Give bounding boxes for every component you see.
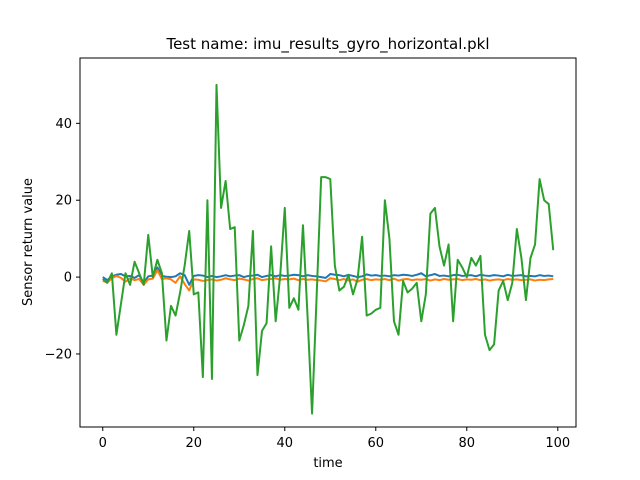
series-line-3 xyxy=(102,83,555,415)
x-axis-label: time xyxy=(313,456,342,471)
y-tick-label: −20 xyxy=(45,347,72,362)
x-tick-label: 40 xyxy=(276,436,293,451)
x-tick-label: 100 xyxy=(545,436,570,451)
plot-frame xyxy=(79,57,577,428)
y-tick-label: 20 xyxy=(55,194,72,209)
x-axis: 0 20 40 60 80 100 xyxy=(99,427,570,451)
y-axis-label: Sensor return value xyxy=(21,178,36,306)
y-axis: −20 0 20 40 xyxy=(45,117,80,362)
chart-title: Test name: imu_results_gyro_horizontal.p… xyxy=(165,35,489,54)
x-tick-label: 20 xyxy=(185,436,202,451)
series-line-2 xyxy=(102,269,554,292)
series-line-1 xyxy=(102,266,554,286)
y-tick-label: 0 xyxy=(64,271,72,286)
x-tick-label: 60 xyxy=(368,436,385,451)
y-tick-label: 40 xyxy=(55,117,72,132)
series-layer xyxy=(102,83,555,415)
x-tick-label: 0 xyxy=(99,436,107,451)
x-tick-label: 80 xyxy=(459,436,476,451)
